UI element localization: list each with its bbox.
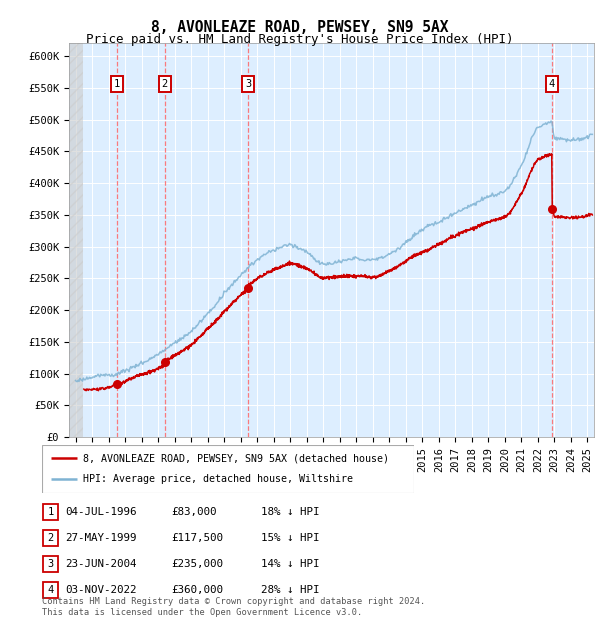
Text: £117,500: £117,500 (171, 533, 223, 543)
Text: 2: 2 (47, 533, 53, 543)
Text: 8, AVONLEAZE ROAD, PEWSEY, SN9 5AX: 8, AVONLEAZE ROAD, PEWSEY, SN9 5AX (151, 20, 449, 35)
Text: £83,000: £83,000 (171, 507, 217, 517)
Text: Price paid vs. HM Land Registry's House Price Index (HPI): Price paid vs. HM Land Registry's House … (86, 33, 514, 46)
Text: 8, AVONLEAZE ROAD, PEWSEY, SN9 5AX (detached house): 8, AVONLEAZE ROAD, PEWSEY, SN9 5AX (deta… (83, 453, 389, 463)
Text: 04-JUL-1996: 04-JUL-1996 (65, 507, 136, 517)
Text: £360,000: £360,000 (171, 585, 223, 595)
Text: 27-MAY-1999: 27-MAY-1999 (65, 533, 136, 543)
FancyBboxPatch shape (42, 445, 414, 493)
Text: 03-NOV-2022: 03-NOV-2022 (65, 585, 136, 595)
Text: 23-JUN-2004: 23-JUN-2004 (65, 559, 136, 569)
Text: 1: 1 (114, 79, 120, 89)
Bar (69, 43, 83, 437)
Text: 18% ↓ HPI: 18% ↓ HPI (261, 507, 320, 517)
Text: 1: 1 (47, 507, 53, 517)
Text: £235,000: £235,000 (171, 559, 223, 569)
Text: 3: 3 (47, 559, 53, 569)
Text: 2: 2 (161, 79, 168, 89)
Text: HPI: Average price, detached house, Wiltshire: HPI: Average price, detached house, Wilt… (83, 474, 353, 484)
Text: 4: 4 (47, 585, 53, 595)
Text: 4: 4 (548, 79, 555, 89)
Text: 3: 3 (245, 79, 251, 89)
Text: 15% ↓ HPI: 15% ↓ HPI (261, 533, 320, 543)
Text: 28% ↓ HPI: 28% ↓ HPI (261, 585, 320, 595)
Bar (69, 43, 83, 437)
Text: 14% ↓ HPI: 14% ↓ HPI (261, 559, 320, 569)
Text: Contains HM Land Registry data © Crown copyright and database right 2024.
This d: Contains HM Land Registry data © Crown c… (42, 598, 425, 617)
